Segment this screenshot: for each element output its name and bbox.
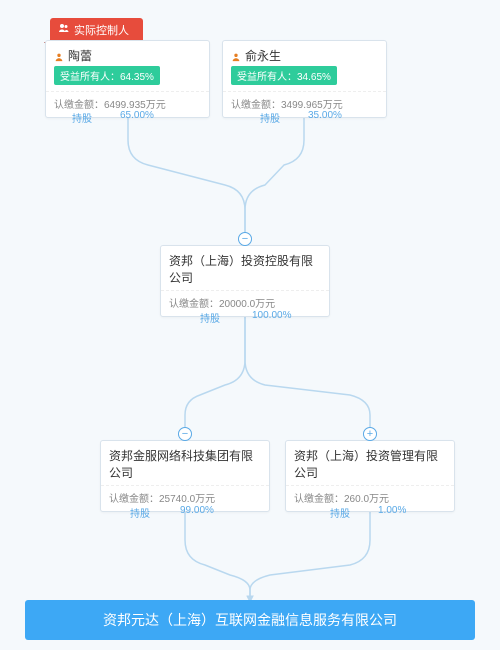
node-title: 资邦金服网络科技集团有限公司 (101, 441, 269, 483)
person-node[interactable]: 俞永生 受益所有人：34.65% 认缴金额：3499.965万元 (222, 40, 387, 118)
edge-percentage: 35.00% (308, 110, 342, 121)
beneficiary-badge: 受益所有人：34.65% (231, 66, 337, 85)
edge-percentage: 99.00% (180, 505, 214, 516)
node-title: 资邦（上海）投资管理有限公司 (286, 441, 454, 483)
collapse-icon[interactable]: − (238, 232, 252, 246)
company-node[interactable]: 资邦金服网络科技集团有限公司 认缴金额：25740.0万元 (100, 440, 270, 512)
edge-label-holding: 持股 (330, 505, 350, 520)
edge-label-holding: 持股 (130, 505, 150, 520)
company-node[interactable]: 资邦（上海）投资控股有限公司 认缴金额：20000.0万元 (160, 245, 330, 317)
node-subtext: 认缴金额：3499.965万元 (223, 91, 386, 117)
person-node[interactable]: 陶蕾 受益所有人：64.35% 认缴金额：6499.935万元 (45, 40, 210, 118)
node-title: 俞永生 (223, 41, 386, 66)
person-icon (231, 51, 241, 61)
edge-percentage: 100.00% (252, 310, 291, 321)
edge-label-holding: 持股 (260, 110, 280, 125)
actual-controller-tag: 实际控制人 (50, 18, 143, 42)
expand-icon[interactable]: + (363, 427, 377, 441)
person-icon (54, 51, 64, 61)
node-subtext: 认缴金额：20000.0万元 (161, 290, 329, 316)
target-company[interactable]: 资邦元达（上海）互联网金融信息服务有限公司 (25, 600, 475, 640)
ownership-diagram: 实际控制人 陶蕾 受益所有人：64.35% 认缴金额：6499.935万元 俞永… (0, 0, 500, 650)
person-group-icon (58, 22, 70, 34)
edge-percentage: 1.00% (378, 505, 406, 516)
target-company-label: 资邦元达（上海）互联网金融信息服务有限公司 (103, 612, 397, 628)
collapse-icon[interactable]: − (178, 427, 192, 441)
edge-percentage: 65.00% (120, 110, 154, 121)
edge-label-holding: 持股 (200, 310, 220, 325)
beneficiary-badge: 受益所有人：64.35% (54, 66, 160, 85)
node-title: 资邦（上海）投资控股有限公司 (161, 246, 329, 288)
edge-label-holding: 持股 (72, 110, 92, 125)
company-node[interactable]: 资邦（上海）投资管理有限公司 认缴金额：260.0万元 (285, 440, 455, 512)
node-subtext: 认缴金额：260.0万元 (286, 485, 454, 511)
node-title: 陶蕾 (46, 41, 209, 66)
controller-tag-label: 实际控制人 (74, 25, 129, 37)
